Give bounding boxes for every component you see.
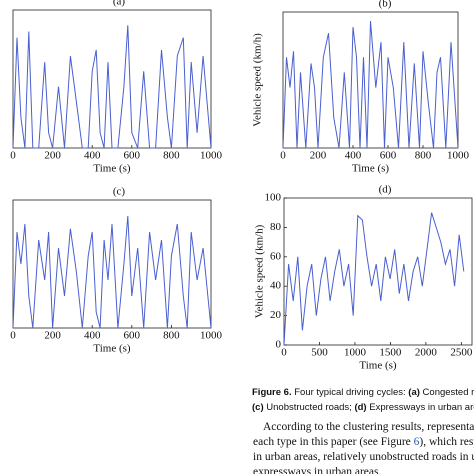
y-tick-label: 20 — [270, 309, 282, 321]
figure-link: 6 — [414, 436, 420, 448]
plot-frame — [282, 11, 459, 149]
x-tick-label: 0 — [10, 150, 16, 162]
caption-text: Expressways in urban areas. — [367, 402, 474, 413]
x-axis-label: Time (s) — [359, 360, 397, 372]
x-tick-label: 200 — [44, 150, 61, 162]
y-tick-label: 60 — [270, 250, 282, 262]
body-line: expressways in urban areas. — [253, 466, 381, 474]
caption-text: Congested roads; — [420, 387, 474, 398]
y-tick-label: 80 — [270, 221, 282, 233]
subplot-title: (a) — [113, 0, 126, 8]
x-tick-label: 200 — [44, 330, 61, 342]
body-text: each type in this paper (see Figure — [253, 436, 414, 448]
y-tick-label: 0 — [276, 339, 282, 351]
caption-line: (c) Unobstructed roads; (d) Expressways … — [252, 402, 474, 413]
speed-line — [12, 25, 212, 149]
plot-frame — [12, 199, 212, 329]
speed-line — [282, 21, 459, 149]
caption-text: Four typical driving cycles: — [292, 387, 409, 398]
x-tick-label: 800 — [163, 150, 180, 162]
subplot-title: (d) — [379, 184, 392, 196]
x-tick-label: 500 — [311, 347, 328, 359]
body-text: expressways in urban areas. — [253, 466, 381, 474]
y-axis-label: Vehicle speed (km/h) — [252, 33, 264, 127]
caption-text: (a) — [408, 387, 420, 398]
x-tick-label: 200 — [310, 150, 327, 162]
y-tick-label: 40 — [270, 280, 282, 292]
x-tick-label: 0 — [280, 150, 286, 162]
x-tick-label: 600 — [124, 330, 141, 342]
plot-frame — [12, 9, 212, 149]
x-tick-label: 0 — [10, 330, 16, 342]
x-tick-label: 600 — [124, 150, 141, 162]
plot-frame — [283, 197, 473, 346]
subplot-title: (c) — [113, 186, 126, 198]
speed-line — [283, 212, 465, 346]
caption-text: Figure 6. — [252, 387, 292, 398]
x-tick-label: 800 — [415, 150, 432, 162]
y-tick-label: 100 — [265, 192, 282, 204]
y-axis-label: Vehicle speed (km/h) — [254, 224, 266, 318]
x-tick-label: 1000 — [447, 150, 470, 162]
caption-text: (d) — [354, 402, 366, 413]
x-tick-label: 2500 — [450, 347, 473, 359]
body-text: ), which respectively represented the co — [419, 436, 474, 448]
x-tick-label: 0 — [281, 347, 287, 359]
x-tick-label: 400 — [84, 330, 101, 342]
body-text: According to the clustering results, rep… — [263, 421, 474, 433]
x-tick-label: 1000 — [200, 330, 223, 342]
x-tick-label: 400 — [84, 150, 101, 162]
body-line: According to the clustering results, rep… — [263, 421, 474, 433]
body-line: in urban areas, relatively unobstructed … — [253, 451, 474, 463]
x-tick-label: 1000 — [200, 150, 223, 162]
x-tick-label: 800 — [163, 330, 180, 342]
x-tick-label: 600 — [380, 150, 397, 162]
caption-line: Figure 6. Four typical driving cycles: (… — [252, 387, 474, 398]
x-tick-label: 2000 — [415, 347, 438, 359]
x-tick-label: 1000 — [344, 347, 367, 359]
subplot-title: (b) — [379, 0, 392, 10]
x-tick-label: 1500 — [379, 347, 402, 359]
caption-text: Unobstructed roads; — [264, 402, 355, 413]
x-tick-label: 400 — [345, 150, 362, 162]
caption-text: (c) — [252, 402, 264, 413]
x-axis-label: Time (s) — [352, 163, 390, 175]
x-axis-label: Time (s) — [93, 163, 131, 175]
body-line: each type in this paper (see Figure 6), … — [253, 436, 474, 448]
speed-line — [12, 215, 212, 329]
body-text: in urban areas, relatively unobstructed … — [253, 451, 474, 463]
x-axis-label: Time (s) — [93, 343, 131, 355]
